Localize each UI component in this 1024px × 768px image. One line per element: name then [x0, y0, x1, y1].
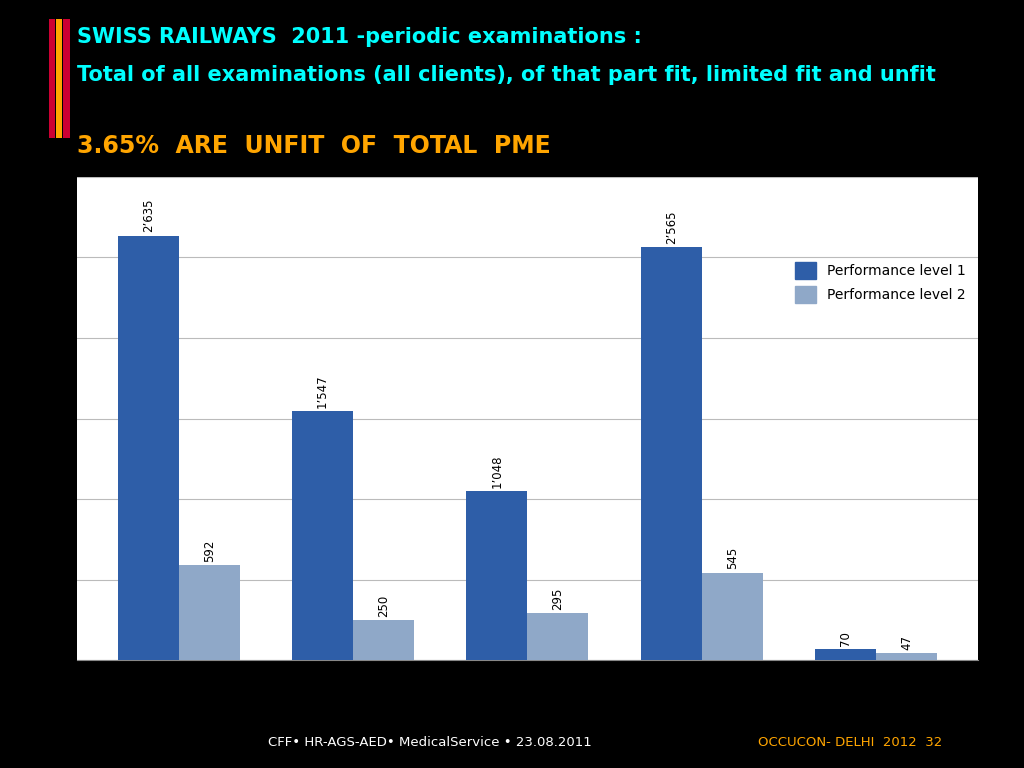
Bar [701, 573, 763, 660]
Text: CFF• HR-AGS-AED• MedicalService • 23.08.2011: CFF• HR-AGS-AED• MedicalService • 23.08.… [268, 736, 592, 749]
Text: 295: 295 [551, 588, 564, 610]
Bar [179, 565, 240, 660]
Legend: Performance level 1, Performance level 2: Performance level 1, Performance level 2 [790, 257, 971, 308]
Bar [118, 236, 179, 660]
Text: 1’547: 1’547 [316, 374, 329, 408]
Text: 70: 70 [839, 631, 852, 646]
Bar [292, 411, 353, 660]
Text: OCCUCON- DELHI  2012  32: OCCUCON- DELHI 2012 32 [758, 736, 942, 749]
Text: 2’635: 2’635 [141, 199, 155, 232]
Bar [815, 649, 876, 660]
Bar [641, 247, 701, 660]
Text: 545: 545 [726, 547, 738, 569]
Text: Total of all examinations (all clients), of that part fit, limited fit and unfit: Total of all examinations (all clients),… [77, 65, 936, 85]
Bar [353, 621, 414, 660]
Text: 250: 250 [377, 594, 390, 617]
Text: 592: 592 [203, 539, 216, 561]
Text: 2’565: 2’565 [665, 210, 678, 243]
Text: 1’048: 1’048 [490, 455, 504, 488]
Bar [876, 653, 937, 660]
Text: 3.65%  ARE  UNFIT  OF  TOTAL  PME: 3.65% ARE UNFIT OF TOTAL PME [77, 134, 551, 158]
Text: SWISS RAILWAYS  2011 -periodic examinations :: SWISS RAILWAYS 2011 -periodic examinatio… [77, 27, 642, 47]
Text: 47: 47 [900, 634, 913, 650]
Bar [527, 613, 589, 660]
Bar [466, 492, 527, 660]
